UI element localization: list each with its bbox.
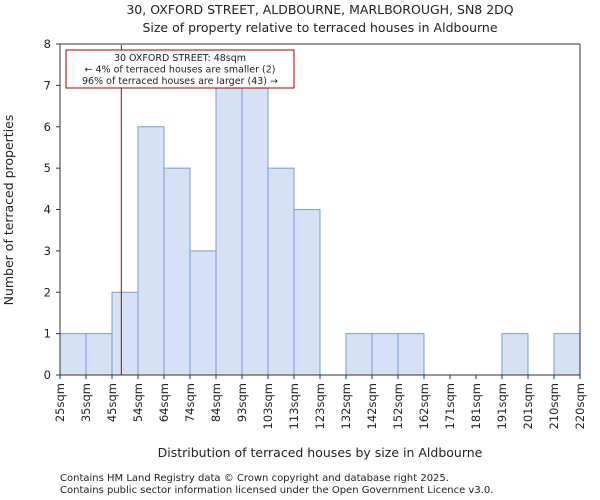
y-tick-label: 7 xyxy=(44,78,51,92)
histogram-bar xyxy=(215,84,243,376)
x-tick-label: 191sqm xyxy=(495,383,509,429)
x-tick-label: 210sqm xyxy=(547,383,561,429)
histogram-bar xyxy=(111,291,139,376)
histogram-bar xyxy=(241,84,269,376)
x-tick-label: 74sqm xyxy=(183,383,197,422)
x-tick-label: 152sqm xyxy=(391,383,405,429)
x-tick-label: 162sqm xyxy=(417,383,431,429)
histogram-bar xyxy=(267,167,295,376)
x-tick-label: 142sqm xyxy=(365,383,379,429)
x-tick-label: 123sqm xyxy=(313,383,327,429)
histogram-bar xyxy=(85,333,113,376)
histogram-bar xyxy=(59,333,87,376)
x-tick-label: 25sqm xyxy=(53,383,67,422)
footer-line2: Contains public sector information licen… xyxy=(60,485,493,496)
histogram-bar xyxy=(553,333,581,376)
y-tick-label: 1 xyxy=(44,327,51,341)
y-tick-label: 3 xyxy=(44,244,51,258)
x-tick-label: 35sqm xyxy=(79,383,93,422)
histogram-bar xyxy=(189,250,217,376)
y-tick-label: 5 xyxy=(44,161,51,175)
x-tick-label: 103sqm xyxy=(261,383,275,429)
y-tick-label: 8 xyxy=(44,37,51,51)
x-tick-label: 45sqm xyxy=(105,383,119,422)
histogram-bar xyxy=(371,333,399,376)
y-tick-label: 6 xyxy=(44,120,51,134)
plot-area: 0 1 2 3 4 5 6 7 8 25sqm 35sqm 45sqm 54sqm 64sqm 74sqm 8… xyxy=(44,37,587,429)
annotation-text: ← 4% of terraced houses are smaller (2) xyxy=(85,65,276,76)
footer-line1: Contains HM Land Registry data © Crown c… xyxy=(60,473,449,484)
x-tick-label: 132sqm xyxy=(339,383,353,429)
x-tick-label: 181sqm xyxy=(469,383,483,429)
x-tick-label: 93sqm xyxy=(235,383,249,422)
x-axis-label: Distribution of terraced houses by size … xyxy=(158,445,483,460)
x-tick-label: 113sqm xyxy=(287,383,301,429)
y-tick-label: 4 xyxy=(44,203,51,217)
histogram-bar xyxy=(501,333,529,376)
x-tick-label: 54sqm xyxy=(131,383,145,422)
histogram-bar xyxy=(293,209,321,376)
y-tick-label: 0 xyxy=(44,368,51,382)
x-tick-label: 201sqm xyxy=(521,383,535,429)
y-tick-label: 2 xyxy=(44,285,51,299)
chart-title-line1: 30, OXFORD STREET, ALDBOURNE, MARLBOROUG… xyxy=(126,2,513,17)
annotation-box xyxy=(65,49,295,89)
histogram-bar xyxy=(163,167,191,376)
x-tick-label: 64sqm xyxy=(157,383,171,422)
x-tick-label: 84sqm xyxy=(209,383,223,422)
histogram-bar xyxy=(345,333,373,376)
chart-title-line2: Size of property relative to terraced ho… xyxy=(142,20,497,35)
annotation-text: 30 OXFORD STREET: 48sqm xyxy=(114,53,246,64)
y-axis-label: Number of terraced properties xyxy=(1,115,16,306)
annotation-text: 96% of terraced houses are larger (43) → xyxy=(82,76,278,87)
histogram-bar xyxy=(397,333,425,376)
x-tick-label: 220sqm xyxy=(573,383,587,429)
histogram-bar xyxy=(137,126,165,376)
x-tick-label: 171sqm xyxy=(443,383,457,429)
